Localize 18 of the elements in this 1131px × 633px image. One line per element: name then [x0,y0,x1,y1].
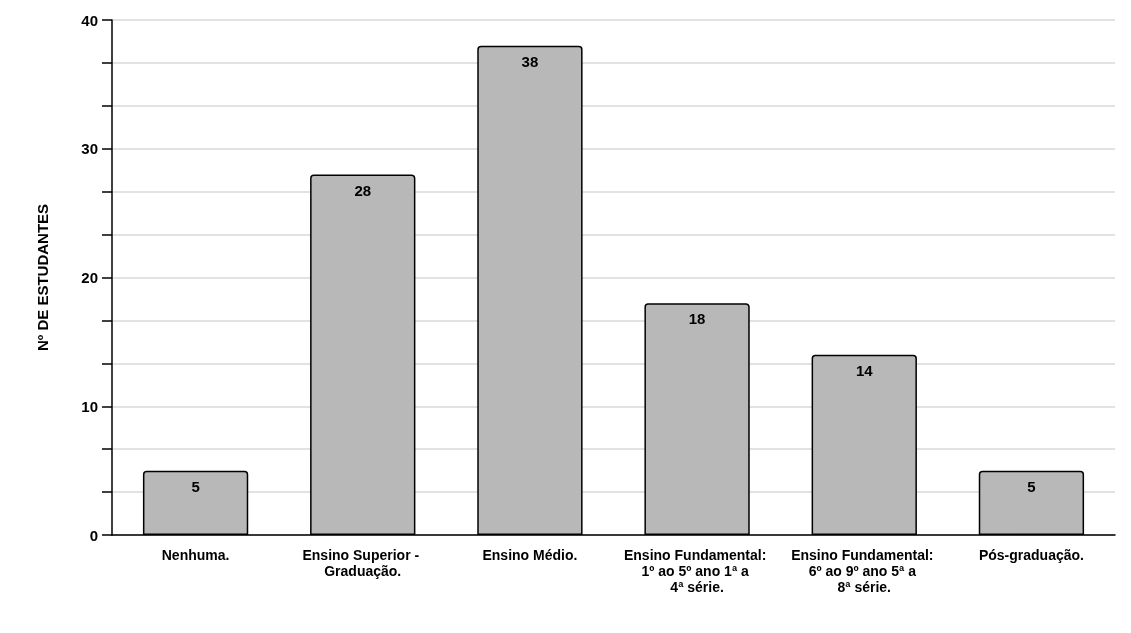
y-axis-title: Nº DE ESTUDANTES [34,203,51,352]
x-tick-label: Ensino Médio. [482,547,578,563]
data-label: 38 [521,52,539,70]
x-tick-label: Ensino Superior - Graduação. [302,547,424,579]
data-label: 18 [688,310,706,328]
y-tick-label: 10 [81,397,98,415]
y-tick-label: 0 [89,526,98,544]
data-label: 5 [1027,477,1036,495]
x-tick-label: Pós-graduação. [978,547,1084,563]
x-tick-label: Ensino Fundamental: 1º ao 5º ano 1ª a 4ª série. [623,547,771,595]
y-tick-label: 30 [81,140,98,158]
data-label: 5 [191,477,200,495]
data-label: 28 [354,181,372,199]
y-tick-label: 40 [81,11,98,29]
y-tick-label: 20 [81,269,98,286]
x-tick-label: Nenhuma. [161,547,230,563]
data-label: 14 [855,361,874,379]
x-tick-label: Ensino Fundamental: 6º ao 9º ano 5ª a 8ª série. [791,547,938,595]
